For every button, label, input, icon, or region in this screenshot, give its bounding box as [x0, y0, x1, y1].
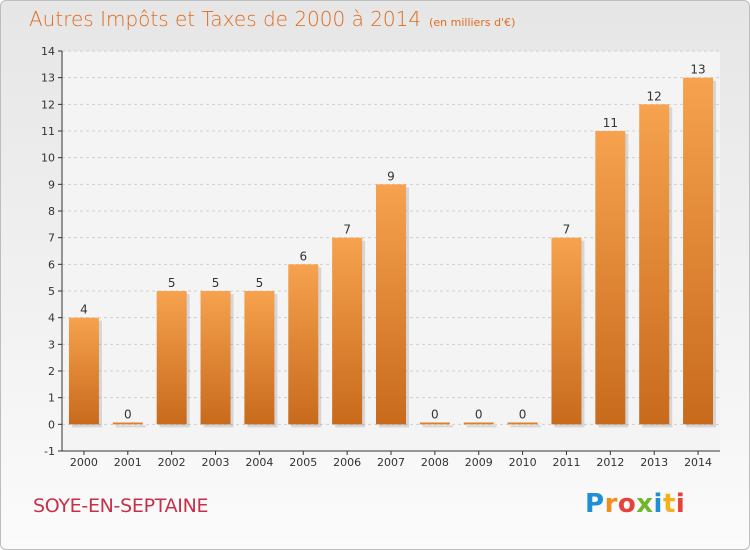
chart-subtitle: (en milliers d'€) — [429, 16, 516, 29]
bar-value-label: 0 — [519, 407, 527, 421]
bar-value-label: 0 — [124, 407, 132, 421]
bar-value-label: 9 — [387, 169, 395, 183]
bar-shadow — [466, 425, 497, 428]
bar-value-label: 13 — [690, 63, 705, 77]
bar — [156, 291, 187, 425]
bar-value-label: 5 — [168, 276, 176, 290]
bar — [463, 422, 494, 425]
logo-letter: i — [675, 489, 686, 519]
bar — [200, 291, 231, 425]
bar — [507, 422, 538, 425]
x-tick-label: 2002 — [158, 456, 186, 469]
bar-value-label: 7 — [563, 223, 571, 237]
chart-title-block: Autres Impôts et Taxes de 2000 à 2014 (en… — [29, 7, 515, 31]
x-tick-label: 2003 — [202, 456, 230, 469]
bar — [68, 317, 99, 425]
proxiti-logo: Proxiti — [585, 489, 685, 519]
x-tick-label: 2012 — [596, 456, 624, 469]
x-tick-label: 2008 — [421, 456, 449, 469]
bar — [332, 237, 363, 425]
bar-value-label: 5 — [256, 276, 264, 290]
logo-letter: i — [653, 489, 663, 519]
bar-shadow — [510, 425, 541, 428]
y-tick-label: 10 — [41, 152, 55, 165]
bar-value-label: 7 — [343, 223, 351, 237]
y-tick-label: 2 — [48, 365, 55, 378]
y-tick-label: 9 — [48, 178, 55, 191]
logo-letter: r — [604, 489, 618, 519]
y-tick-label: -1 — [44, 445, 55, 458]
bar-value-label: 0 — [475, 407, 483, 421]
x-tick-label: 2010 — [509, 456, 537, 469]
y-tick-label: 13 — [41, 72, 55, 85]
y-tick-label: 3 — [48, 338, 55, 351]
x-tick-label: 2006 — [333, 456, 361, 469]
bar-value-label: 11 — [603, 116, 618, 130]
bar-shadow — [115, 425, 146, 428]
chart-title: Autres Impôts et Taxes de 2000 à 2014 — [29, 7, 422, 31]
bar — [112, 422, 143, 425]
x-tick-label: 2005 — [289, 456, 317, 469]
x-tick-label: 2011 — [552, 456, 580, 469]
x-tick-label: 2009 — [465, 456, 493, 469]
y-tick-label: 11 — [41, 125, 55, 138]
y-tick-label: 1 — [48, 392, 55, 405]
y-tick-label: 6 — [48, 258, 55, 271]
y-tick-label: 7 — [48, 232, 55, 245]
bar — [244, 291, 275, 425]
bar — [376, 184, 406, 425]
bar-value-label: 0 — [431, 407, 439, 421]
logo-letter: x — [636, 489, 654, 519]
y-tick-label: 14 — [41, 45, 55, 58]
x-tick-label: 2000 — [70, 456, 98, 469]
bar — [595, 131, 626, 425]
bar — [288, 264, 319, 425]
x-tick-label: 2004 — [245, 456, 273, 469]
x-tick-label: 2013 — [640, 456, 668, 469]
y-tick-label: 0 — [48, 418, 55, 431]
y-tick-label: 8 — [48, 205, 55, 218]
logo-letter: P — [585, 489, 605, 519]
bar-value-label: 12 — [647, 89, 662, 103]
logo-letter: o — [617, 489, 637, 519]
logo-letter: t — [662, 489, 676, 519]
bar — [419, 422, 450, 425]
y-tick-label: 4 — [48, 312, 55, 325]
bar-value-label: 5 — [212, 276, 220, 290]
x-tick-label: 2014 — [684, 456, 712, 469]
y-tick-label: 12 — [41, 98, 55, 111]
bar-shadow — [422, 425, 453, 428]
x-tick-label: 2007 — [377, 456, 405, 469]
bar — [551, 237, 582, 425]
bar-value-label: 6 — [299, 249, 307, 263]
bar — [683, 77, 714, 425]
bar-value-label: 4 — [80, 303, 88, 317]
x-tick-label: 2001 — [114, 456, 142, 469]
y-tick-label: 5 — [48, 285, 55, 298]
bar — [639, 104, 670, 425]
commune-name: SOYE-EN-SEPTAINE — [33, 495, 209, 517]
